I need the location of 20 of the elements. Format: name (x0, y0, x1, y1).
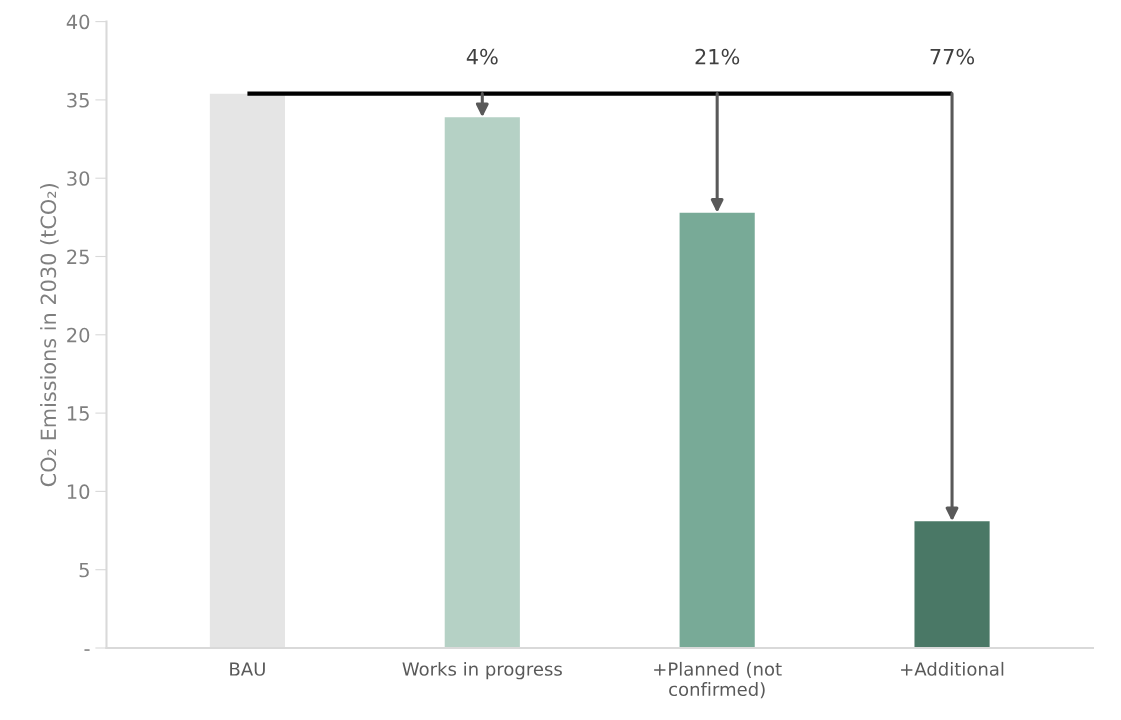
bar (444, 117, 520, 648)
y-tick-label: 15 (67, 406, 89, 421)
y-tick-label: 5 (79, 562, 89, 578)
y-tick-label: - (84, 649, 90, 651)
x-tick-label: Works in progress (402, 661, 562, 680)
x-tick-label: +Planned (not confirmed) (654, 661, 782, 699)
annotation: 21% (695, 48, 740, 65)
y-tick-label: 35 (67, 92, 89, 108)
x-tick-label: BAU (230, 662, 265, 676)
y-axis-title: CO₂ Emissions in 2030 (tCO₂) (40, 184, 59, 487)
y-tick-label: 30 (67, 171, 90, 186)
annotation: 4% (466, 48, 498, 65)
bar (914, 521, 990, 648)
bar (679, 212, 755, 648)
annotation: 77% (930, 48, 975, 65)
y-tick-label: 10 (67, 484, 90, 500)
y-tick-label: 20 (67, 327, 90, 343)
y-tick-label: 40 (66, 14, 90, 30)
x-tick-label: +Additional (901, 661, 1004, 676)
y-tick-label: 25 (67, 249, 89, 265)
